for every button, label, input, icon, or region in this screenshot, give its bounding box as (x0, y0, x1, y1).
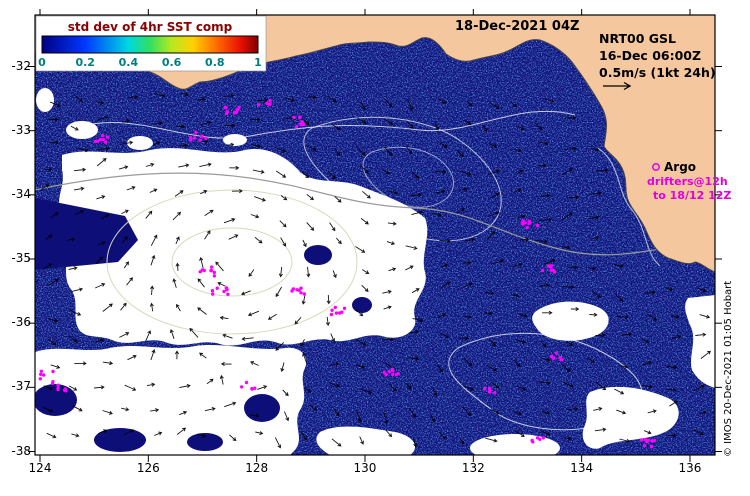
x-tick-label: 124 (28, 461, 52, 475)
current-vectors (40, 92, 711, 449)
axis-ticks (28, 9, 722, 462)
ocean-patches (35, 198, 372, 452)
plot-area (35, 15, 715, 455)
colorbar-tick-label: 0.8 (205, 56, 225, 69)
y-tick-label: -36 (11, 315, 31, 330)
y-tick-label: -33 (11, 122, 31, 137)
x-tick-label: 136 (678, 461, 702, 475)
colorbar-tick-label: 0.6 (161, 56, 182, 69)
datetime-label: 18-Dec-2021 04Z (455, 19, 580, 34)
x-tick-label: 132 (461, 461, 485, 475)
colorbar-tick-label: 1 (254, 56, 262, 69)
info-line-date: 16-Dec 06:00Z (599, 48, 702, 63)
contour-lines (35, 110, 706, 431)
legend-title: std dev of 4hr SST comp (67, 20, 233, 34)
colorbar (41, 35, 259, 54)
x-tick-label: 126 (136, 461, 160, 475)
y-tick-label: -37 (11, 379, 31, 394)
colorbar-tick-label: 0.2 (75, 56, 95, 69)
plot-border (34, 14, 716, 456)
x-tick-label: 128 (245, 461, 269, 475)
info-block: NRT00 GSL 16-Dec 06:00Z 0.5m/s (1kt 24h) (599, 30, 716, 81)
argo-sub2: to 18/12 12Z (653, 189, 732, 202)
colorbar-tick-label: 0.4 (118, 56, 139, 69)
y-tick-label: -32 (11, 58, 31, 73)
colorbar-tick-label: 0 (38, 56, 46, 69)
drifter-dots (38, 98, 657, 449)
argo-marker-icon (652, 163, 660, 171)
scale-arrow-icon (603, 81, 632, 91)
argo-sub1: drifters@12h (647, 175, 728, 188)
y-tick-label: -34 (11, 186, 31, 201)
x-tick-label: 130 (353, 461, 377, 475)
land (35, 15, 715, 273)
y-tick-label: -35 (11, 251, 31, 265)
info-line-scale: 0.5m/s (1kt 24h) (599, 65, 716, 80)
info-line-model: NRT00 GSL (599, 31, 677, 46)
y-tick-label: -38 (11, 443, 31, 458)
x-tick-label: 134 (570, 461, 594, 475)
argo-label: Argo (664, 160, 697, 174)
credit-text: © IMOS 20-Dec-2021 01:05 Hobart (723, 280, 734, 457)
